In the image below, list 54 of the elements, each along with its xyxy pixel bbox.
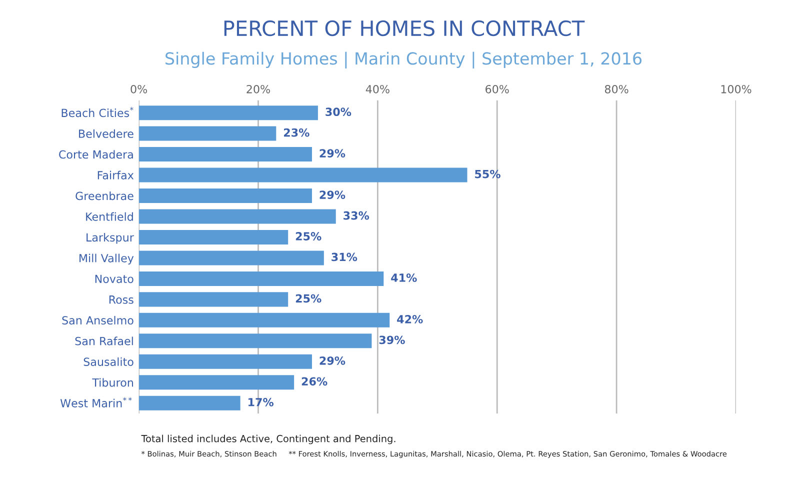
chart-title: PERCENT OF HOMES IN CONTRACT [224, 20, 585, 36]
x-tick-label: 40% [366, 84, 390, 94]
y-tick-label: San Rafael [75, 336, 133, 346]
y-tick-label: Sausalito [84, 357, 134, 366]
y-tick-label: West Marin$^{**}$ [60, 397, 132, 408]
bar [138, 126, 276, 141]
data-label: 25% [296, 294, 322, 303]
y-tick-label: Fairfax [98, 170, 134, 180]
data-label: 42% [397, 314, 423, 324]
bar [138, 312, 390, 328]
y-tick-label: Beach Cities$^{*}$ [62, 106, 134, 118]
data-label: 25% [296, 232, 322, 240]
y-tick-label: Ross [109, 296, 134, 304]
bar [138, 230, 288, 244]
bar [138, 147, 312, 162]
x-tick-label: 60% [486, 84, 509, 94]
y-tick-label: Belvedere [79, 129, 134, 138]
y-tick-label: Novato [95, 274, 134, 284]
bar [138, 250, 324, 266]
y-tick-label: San Anselmo [62, 316, 134, 325]
bar [138, 396, 240, 410]
data-label: 33% [344, 211, 370, 220]
data-label: 41% [391, 274, 417, 282]
y-tick-label: Mill Valley [80, 254, 134, 264]
bar [138, 168, 468, 182]
y-tick-label: Larkspur [86, 233, 134, 244]
bar [138, 292, 288, 307]
bar [138, 334, 372, 348]
data-label: 55% [475, 170, 500, 178]
x-tick-label: 80% [604, 84, 628, 94]
data-label: 29% [320, 149, 346, 158]
x-tick-label: 0% [130, 84, 148, 94]
data-label: 31% [332, 252, 358, 262]
bar [138, 354, 312, 369]
data-label: 29% [320, 190, 346, 199]
y-tick-label: Tiburon [92, 378, 133, 387]
bar [138, 188, 312, 204]
bar [138, 209, 336, 224]
data-label: 39% [379, 336, 405, 344]
text: Total listed includes Active, Contingent and Pending. [141, 434, 396, 444]
bar [138, 375, 294, 390]
bar [138, 271, 384, 286]
data-label: 17% [248, 398, 274, 406]
y-tick-label: Greenbrae [76, 192, 134, 200]
x-tick-label: 20% [246, 84, 270, 94]
data-label: 23% [284, 128, 310, 137]
x-tick-label: 100% [721, 84, 752, 94]
data-label: 29% [320, 356, 346, 365]
data-label: 26% [302, 377, 328, 386]
y-tick-label: Kentfield [86, 212, 133, 221]
y-tick-label: Corte Madera [59, 150, 133, 159]
chart-subtitle: Single Family Homes | Marin County | September 1, 2016 [166, 52, 642, 68]
data-label: 30% [326, 108, 352, 116]
bar [138, 106, 318, 120]
